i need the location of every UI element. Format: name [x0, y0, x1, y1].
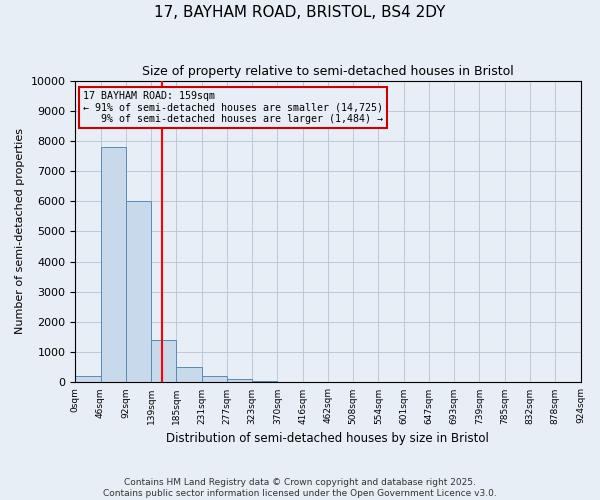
Text: Contains HM Land Registry data © Crown copyright and database right 2025.
Contai: Contains HM Land Registry data © Crown c… — [103, 478, 497, 498]
Bar — [126, 202, 151, 382]
Bar — [252, 381, 277, 382]
Bar — [176, 368, 202, 382]
Title: Size of property relative to semi-detached houses in Bristol: Size of property relative to semi-detach… — [142, 65, 514, 78]
Bar — [151, 340, 176, 382]
Bar — [202, 376, 227, 382]
Bar — [75, 376, 101, 382]
Bar — [227, 380, 252, 382]
Text: 17, BAYHAM ROAD, BRISTOL, BS4 2DY: 17, BAYHAM ROAD, BRISTOL, BS4 2DY — [154, 5, 446, 20]
X-axis label: Distribution of semi-detached houses by size in Bristol: Distribution of semi-detached houses by … — [166, 432, 490, 445]
Bar — [101, 147, 126, 382]
Text: 17 BAYHAM ROAD: 159sqm
← 91% of semi-detached houses are smaller (14,725)
   9% : 17 BAYHAM ROAD: 159sqm ← 91% of semi-det… — [83, 91, 383, 124]
Y-axis label: Number of semi-detached properties: Number of semi-detached properties — [15, 128, 25, 334]
